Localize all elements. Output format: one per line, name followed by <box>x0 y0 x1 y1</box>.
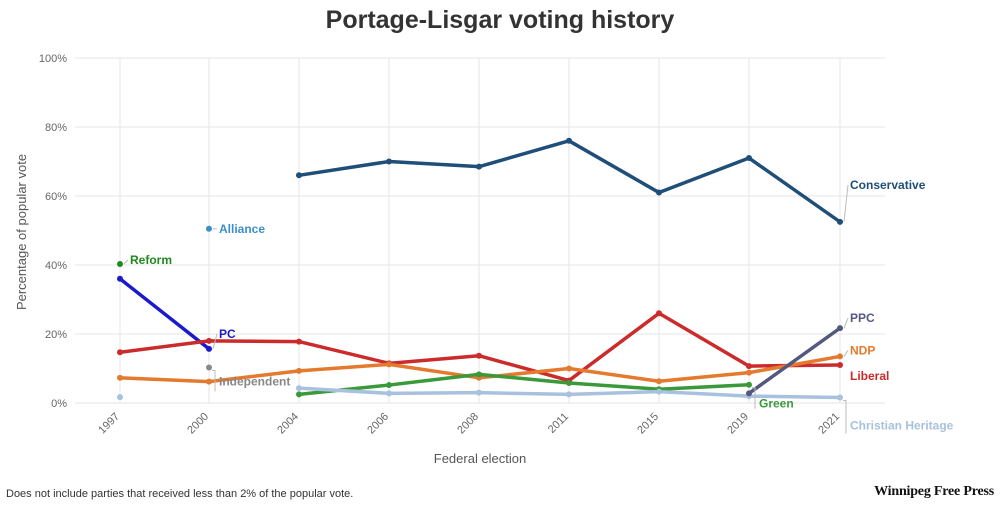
point-ndp <box>746 369 752 376</box>
x-tick-label: 2008 <box>455 411 481 437</box>
point-green <box>386 382 392 389</box>
point-ppc <box>837 325 843 332</box>
point-christian-heritage <box>476 389 482 396</box>
point-liberal <box>476 352 482 359</box>
point-alliance <box>206 225 212 232</box>
point-christian-heritage <box>296 385 302 392</box>
point-conservative <box>837 218 843 225</box>
series-label-green: Green <box>759 397 794 411</box>
point-christian-heritage <box>656 388 662 395</box>
point-green <box>746 381 752 388</box>
series-label-pc: PC <box>219 327 236 341</box>
label-leader <box>123 259 129 265</box>
point-ppc <box>746 390 752 397</box>
point-liberal <box>296 338 302 345</box>
point-conservative <box>746 155 752 162</box>
y-tick-label: 60% <box>45 191 67 203</box>
series-labels: Conservative Reform Alliance PC Independent L… <box>123 178 954 434</box>
series-label-ndp: NDP <box>850 343 875 357</box>
series-label-liberal: Liberal <box>850 369 889 383</box>
y-axis-ticks: 0% 20% 40% 60% 80% 100% <box>39 53 67 410</box>
point-independent <box>206 364 212 371</box>
footnote: Does not include parties that received l… <box>6 488 354 500</box>
label-leader <box>212 369 216 392</box>
point-liberal <box>656 310 662 317</box>
point-conservative <box>566 137 572 144</box>
point-pc <box>206 345 212 352</box>
series-label-christian-heritage: Christian Heritage <box>850 418 954 432</box>
point-liberal <box>837 362 843 369</box>
point-liberal <box>746 363 752 370</box>
point-liberal <box>206 337 212 344</box>
point-conservative <box>656 189 662 196</box>
point-conservative <box>296 172 302 179</box>
x-tick-label: 2004 <box>275 411 301 437</box>
x-tick-label: 1997 <box>96 411 122 437</box>
y-tick-label: 100% <box>39 53 67 65</box>
series-lines <box>118 139 842 400</box>
point-christian-heritage <box>566 391 572 398</box>
point-conservative <box>386 158 392 165</box>
series-line-liberal <box>118 311 842 383</box>
series-line-pc <box>118 277 211 351</box>
point-ndp <box>206 378 212 385</box>
point-pc <box>117 275 123 282</box>
x-tick-label: 2019 <box>725 411 751 437</box>
series-label-conservative: Conservative <box>850 178 926 192</box>
series-label-alliance: Alliance <box>219 222 265 236</box>
y-tick-label: 20% <box>45 329 67 341</box>
x-tick-label: 2011 <box>546 411 571 436</box>
chart-title: Portage-Lisgar voting history <box>325 6 675 34</box>
label-leader <box>843 350 849 357</box>
series-line-green <box>297 372 751 397</box>
point-ndp <box>837 353 843 360</box>
y-tick-label: 80% <box>45 122 67 134</box>
point-ndp <box>656 378 662 385</box>
x-tick-label: 2006 <box>365 411 391 437</box>
label-leader <box>843 399 847 434</box>
point-green <box>476 371 482 378</box>
label-leader <box>843 184 849 222</box>
series-label-ppc: PPC <box>850 311 875 325</box>
point-christian-heritage <box>117 394 123 401</box>
grid <box>75 57 885 404</box>
label-leader <box>752 387 756 409</box>
label-leader <box>843 317 849 329</box>
point-green <box>296 391 302 398</box>
point-ndp <box>117 374 123 381</box>
x-axis-ticks: 1997 2000 2004 2006 2008 2011 2015 2019 2021 <box>96 411 842 437</box>
brand-logo: Winnipeg Free Press <box>874 484 994 499</box>
x-tick-label: 2015 <box>635 411 661 437</box>
point-ndp <box>566 365 572 372</box>
x-tick-label: 2000 <box>185 411 211 437</box>
y-tick-label: 40% <box>45 260 67 272</box>
series-line-ppc <box>747 326 842 396</box>
point-conservative <box>476 163 482 170</box>
line-chart: 0% 20% 40% 60% 80% 100% 1997 2000 2004 2006 2008 2… <box>14 53 954 466</box>
label-leader <box>212 333 218 349</box>
series-label-reform: Reform <box>130 253 172 267</box>
x-tick-label: 2021 <box>816 411 842 437</box>
y-axis-title: Percentage of popular vote <box>14 154 29 310</box>
point-ndp <box>386 361 392 368</box>
x-axis-title: Federal election <box>434 451 527 466</box>
series-label-independent: Independent <box>219 374 290 388</box>
point-liberal <box>117 349 123 356</box>
series-points <box>117 137 843 401</box>
y-tick-label: 0% <box>51 398 67 410</box>
point-christian-heritage <box>386 390 392 397</box>
point-ndp <box>296 367 302 374</box>
point-green <box>566 379 572 386</box>
point-reform <box>117 260 123 267</box>
point-christian-heritage <box>837 394 843 401</box>
